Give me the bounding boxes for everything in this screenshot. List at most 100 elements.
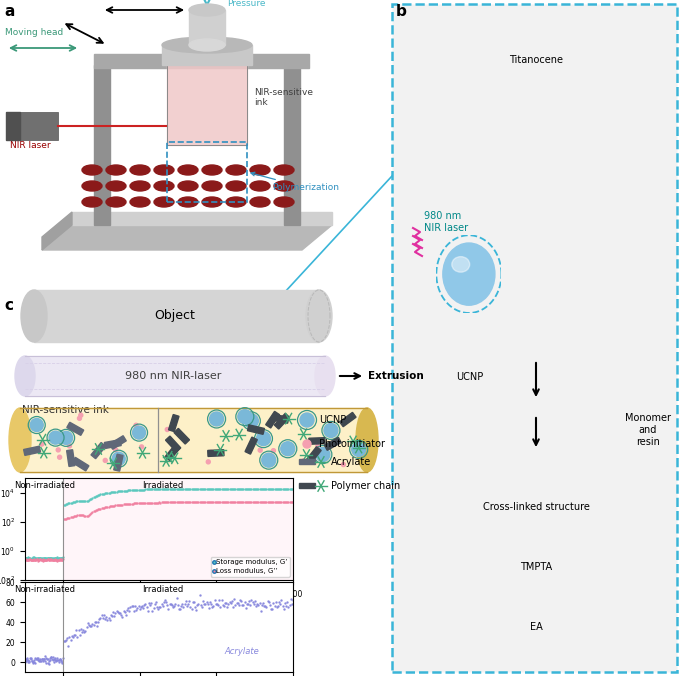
Bar bbox=[25, 478, 63, 580]
Bar bbox=[299, 459, 315, 464]
Text: Titanocene: Titanocene bbox=[509, 55, 563, 65]
Ellipse shape bbox=[130, 181, 150, 191]
Ellipse shape bbox=[274, 197, 294, 207]
Ellipse shape bbox=[324, 423, 338, 437]
Text: Acrylate: Acrylate bbox=[331, 457, 371, 467]
Ellipse shape bbox=[40, 442, 44, 446]
Bar bbox=[63, 478, 293, 580]
Polygon shape bbox=[72, 212, 332, 225]
Ellipse shape bbox=[315, 356, 335, 396]
Text: UCNP: UCNP bbox=[319, 415, 346, 425]
Bar bbox=[20, 408, 367, 472]
Bar bbox=[169, 414, 179, 431]
Ellipse shape bbox=[256, 432, 271, 445]
Ellipse shape bbox=[79, 413, 83, 417]
Ellipse shape bbox=[209, 450, 213, 454]
Ellipse shape bbox=[262, 453, 276, 467]
Bar bbox=[66, 450, 75, 466]
X-axis label: Dose (J): Dose (J) bbox=[138, 604, 180, 614]
Ellipse shape bbox=[316, 444, 320, 448]
Text: Polymer chain: Polymer chain bbox=[331, 481, 400, 491]
Ellipse shape bbox=[82, 165, 102, 175]
Text: NIR laser: NIR laser bbox=[10, 141, 50, 150]
Text: NIR-sensitive ink: NIR-sensitive ink bbox=[22, 405, 109, 415]
Text: Pressure: Pressure bbox=[227, 0, 266, 9]
Bar bbox=[167, 65, 247, 145]
Bar bbox=[34, 290, 319, 342]
Ellipse shape bbox=[206, 460, 210, 464]
Ellipse shape bbox=[351, 442, 366, 456]
Bar bbox=[91, 443, 105, 459]
Ellipse shape bbox=[21, 290, 47, 342]
Text: Acrylate: Acrylate bbox=[224, 647, 259, 656]
Ellipse shape bbox=[303, 440, 311, 448]
Ellipse shape bbox=[49, 431, 62, 444]
Ellipse shape bbox=[106, 165, 126, 175]
Polygon shape bbox=[42, 212, 72, 250]
Ellipse shape bbox=[106, 181, 126, 191]
Bar bbox=[165, 444, 180, 460]
Ellipse shape bbox=[133, 426, 145, 439]
Ellipse shape bbox=[274, 165, 294, 175]
Ellipse shape bbox=[301, 459, 306, 463]
Ellipse shape bbox=[281, 441, 295, 456]
Bar bbox=[104, 439, 121, 448]
Bar bbox=[6, 112, 20, 140]
Bar bbox=[392, 4, 677, 672]
Ellipse shape bbox=[226, 181, 246, 191]
Text: EA: EA bbox=[530, 622, 543, 632]
Ellipse shape bbox=[356, 408, 378, 472]
Ellipse shape bbox=[162, 37, 252, 53]
Text: c: c bbox=[4, 298, 13, 313]
Ellipse shape bbox=[154, 181, 174, 191]
Ellipse shape bbox=[178, 197, 198, 207]
Bar bbox=[284, 65, 300, 225]
Text: Moving head: Moving head bbox=[5, 28, 63, 37]
Bar bbox=[245, 437, 258, 454]
Ellipse shape bbox=[82, 181, 102, 191]
Ellipse shape bbox=[271, 449, 275, 453]
Bar bbox=[299, 483, 315, 488]
Text: Non-irradiated: Non-irradiated bbox=[14, 481, 75, 490]
Ellipse shape bbox=[210, 412, 223, 426]
Ellipse shape bbox=[67, 444, 71, 448]
Ellipse shape bbox=[245, 414, 258, 428]
Ellipse shape bbox=[300, 413, 314, 427]
Ellipse shape bbox=[316, 448, 330, 462]
Ellipse shape bbox=[226, 165, 246, 175]
Text: Irradiated: Irradiated bbox=[142, 481, 184, 490]
Bar bbox=[94, 65, 110, 225]
Bar bbox=[247, 425, 264, 434]
Ellipse shape bbox=[134, 423, 138, 427]
Ellipse shape bbox=[30, 418, 43, 431]
Ellipse shape bbox=[58, 455, 62, 459]
Ellipse shape bbox=[60, 431, 73, 444]
Text: b: b bbox=[396, 4, 407, 19]
Bar bbox=[340, 412, 356, 427]
Text: Non-irradiated: Non-irradiated bbox=[14, 585, 75, 594]
Bar bbox=[309, 437, 325, 444]
Bar bbox=[189, 10, 225, 45]
Bar bbox=[272, 414, 289, 423]
Ellipse shape bbox=[9, 408, 31, 472]
Text: 980 nm
NIR laser: 980 nm NIR laser bbox=[424, 211, 468, 233]
Ellipse shape bbox=[189, 4, 225, 16]
Ellipse shape bbox=[306, 290, 332, 342]
Ellipse shape bbox=[140, 445, 144, 449]
Ellipse shape bbox=[250, 181, 270, 191]
Ellipse shape bbox=[114, 448, 118, 452]
Ellipse shape bbox=[103, 458, 108, 462]
Bar bbox=[174, 429, 190, 444]
Ellipse shape bbox=[250, 197, 270, 207]
Ellipse shape bbox=[130, 165, 150, 175]
Ellipse shape bbox=[56, 448, 60, 452]
Text: NIR-sensitive
ink: NIR-sensitive ink bbox=[254, 88, 313, 107]
Text: TMPTA: TMPTA bbox=[520, 562, 552, 572]
Ellipse shape bbox=[77, 416, 82, 420]
Text: a: a bbox=[4, 4, 14, 19]
Bar bbox=[23, 446, 40, 456]
Bar bbox=[6, 112, 58, 140]
Legend: Storage modulus, G’, Loss modulus, G’’: Storage modulus, G’, Loss modulus, G’’ bbox=[210, 557, 290, 577]
Ellipse shape bbox=[178, 165, 198, 175]
Bar bbox=[72, 458, 89, 471]
